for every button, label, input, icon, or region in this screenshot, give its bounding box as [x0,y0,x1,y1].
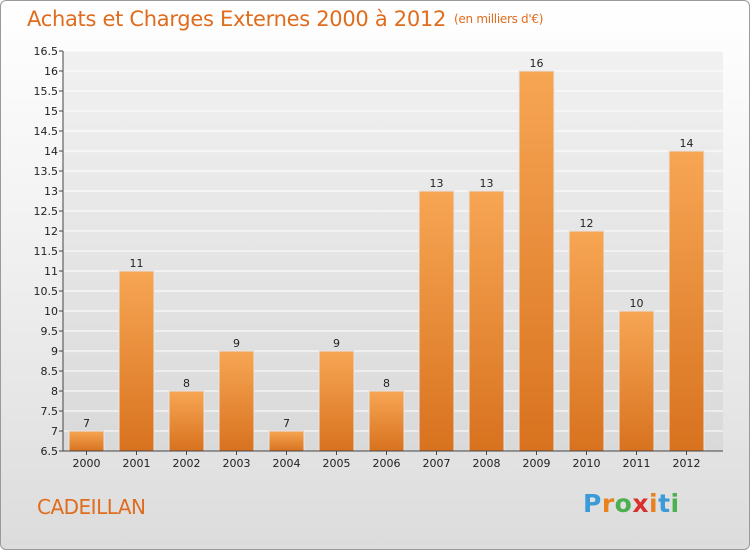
y-tick-label: 12.5 [34,205,59,218]
bar-2001[interactable] [118,270,155,452]
x-tick-label: 2008 [473,457,501,470]
x-tick-label: 2000 [73,457,101,470]
y-tick-label: 16 [44,65,58,78]
x-tick-label: 2009 [523,457,551,470]
y-tick-label: 11 [44,265,58,278]
y-tick-label: 7 [51,425,58,438]
data-label: 9 [333,337,340,350]
y-tick-label: 10.5 [34,285,59,298]
logo-letter: o [614,489,633,518]
data-label: 10 [630,297,644,310]
x-tick-label: 2010 [573,457,601,470]
data-label: 12 [580,217,594,230]
bar-2008[interactable] [468,190,505,452]
data-label: 7 [83,417,90,430]
chart-title-text: Achats et Charges Externes 2000 à 2012 [27,7,447,31]
proxiti-logo[interactable]: Proxiti [583,489,680,518]
data-label: 13 [480,177,494,190]
y-tick-label: 14 [44,145,58,158]
y-tick-label: 10 [44,305,58,318]
data-label: 9 [233,337,240,350]
bar-2012[interactable] [668,150,705,452]
bar-2004[interactable] [268,430,305,452]
chart-title: Achats et Charges Externes 2000 à 2012 (e… [27,7,543,31]
data-label: 7 [283,417,290,430]
y-tick-label: 14.5 [34,125,59,138]
data-label: 13 [430,177,444,190]
data-label: 8 [183,377,190,390]
bar-2005[interactable] [318,350,355,452]
x-tick-label: 2004 [273,457,301,470]
x-tick-label: 2005 [323,457,351,470]
x-tick-label: 2007 [423,457,451,470]
bar-2010[interactable] [568,230,605,452]
logo-letter: t [658,489,671,518]
y-tick-label: 9.5 [41,325,59,338]
x-tick-label: 2003 [223,457,251,470]
x-tick-label: 2012 [673,457,701,470]
bar-2006[interactable] [368,390,405,452]
data-label: 16 [530,57,544,70]
logo-letter: i [649,489,659,518]
data-label: 11 [130,257,144,270]
y-tick-label: 13.5 [34,165,59,178]
y-tick-label: 7.5 [41,405,59,418]
data-label: 8 [383,377,390,390]
y-tick-label: 15 [44,105,58,118]
y-tick-label: 9 [51,345,58,358]
bar-2011[interactable] [618,310,655,452]
logo-letter: r [601,489,615,518]
y-tick-label: 15.5 [34,85,59,98]
bar-2002[interactable] [168,390,205,452]
place-name: CADEILLAN [37,495,146,519]
y-tick-label: 6.5 [41,445,59,458]
bar-2007[interactable] [418,190,455,452]
x-tick-label: 2011 [623,457,651,470]
y-tick-label: 8.5 [41,365,59,378]
logo-letter: P [583,489,602,518]
y-tick-label: 8 [51,385,58,398]
bar-2000[interactable] [68,430,105,452]
bar-2009[interactable] [518,70,555,452]
x-tick-label: 2002 [173,457,201,470]
bar-2003[interactable] [218,350,255,452]
x-tick-label: 2001 [123,457,151,470]
y-tick-label: 16.5 [34,45,59,58]
logo-letter: i [670,489,680,518]
data-label: 14 [680,137,694,150]
x-tick-label: 2006 [373,457,401,470]
y-tick-label: 11.5 [34,245,59,258]
y-tick-label: 12 [44,225,58,238]
chart-unit: (en milliers d'€) [454,12,544,26]
logo-letter: x [632,489,649,518]
y-tick-label: 13 [44,185,58,198]
